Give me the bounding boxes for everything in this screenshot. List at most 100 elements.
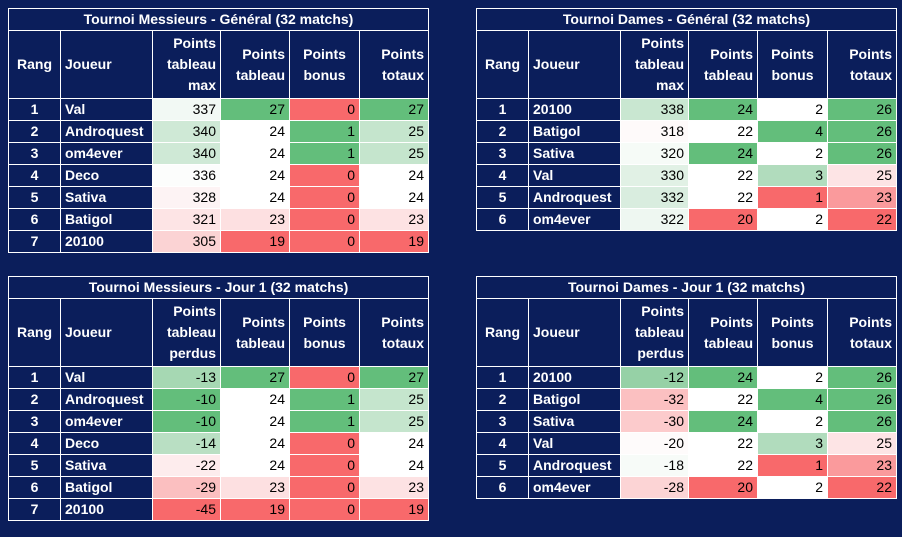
table-row: 3 om4ever 340 24 1 25 [8, 142, 429, 165]
points-bonus-cell: 0 [289, 164, 360, 187]
rank-cell: 6 [8, 208, 61, 231]
rank-cell: 7 [8, 498, 61, 521]
table-row: 1 20100 338 24 2 26 [476, 98, 897, 121]
points-bonus-cell: 1 [289, 142, 360, 165]
points-tableau-cell: 24 [688, 410, 758, 433]
points-tableau-cell: 22 [688, 388, 758, 411]
header-line: totaux [850, 334, 892, 351]
points-totaux-cell: 23 [359, 476, 429, 499]
header-points-tableau: Points tableau [688, 30, 758, 99]
header-line: Points [242, 313, 285, 330]
rank-cell: 5 [476, 186, 529, 209]
player-cell: Sativa [60, 454, 153, 477]
rank-cell: 1 [8, 98, 61, 121]
header-line: max [655, 77, 684, 93]
rank-cell: 3 [476, 142, 529, 165]
points-a-cell: -28 [620, 476, 689, 499]
header-line: perdus [637, 345, 684, 361]
table-row: 7 20100 305 19 0 19 [8, 230, 429, 253]
points-totaux-cell: 25 [359, 388, 429, 411]
table-title-row: Tournoi Dames - Jour 1 (32 matchs) [476, 276, 897, 299]
rank-cell: 5 [476, 454, 529, 477]
player-cell: Androquest [528, 454, 621, 477]
points-tableau-cell: 20 [688, 208, 758, 231]
points-bonus-cell: 1 [289, 388, 360, 411]
player-cell: om4ever [60, 142, 153, 165]
header-line: Points [173, 35, 216, 51]
table-row: 4 Deco -14 24 0 24 [8, 432, 429, 455]
points-bonus-cell: 0 [289, 366, 360, 389]
header-line: tableau [166, 324, 216, 340]
points-totaux-cell: 19 [359, 498, 429, 521]
player-cell: Val [528, 164, 621, 187]
points-a-cell: 336 [152, 164, 221, 187]
points-tableau-cell: 20 [688, 476, 758, 499]
rank-cell: 2 [8, 388, 61, 411]
header-line: perdus [169, 345, 216, 361]
header-points-bonus: Points bonus [757, 30, 828, 99]
points-totaux-cell: 24 [359, 454, 429, 477]
points-totaux-cell: 19 [359, 230, 429, 253]
header-row: Rang Joueur Points tableau perdus Points table… [8, 298, 429, 367]
table-row: 7 20100 -45 19 0 19 [8, 498, 429, 521]
header-line: bonus [771, 66, 814, 83]
header-rang: Rang [8, 30, 61, 99]
table-row: 1 Val 337 27 0 27 [8, 98, 429, 121]
points-bonus-cell: 2 [757, 98, 828, 121]
rank-cell: 3 [8, 142, 61, 165]
table-row: 3 om4ever -10 24 1 25 [8, 410, 429, 433]
table-row: 3 Sativa -30 24 2 26 [476, 410, 897, 433]
header-line: Points [641, 35, 684, 51]
header-line: totaux [382, 66, 424, 83]
table-row: 5 Sativa -22 24 0 24 [8, 454, 429, 477]
points-tableau-cell: 22 [688, 164, 758, 187]
points-tableau-cell: 27 [220, 98, 290, 121]
rank-cell: 4 [476, 432, 529, 455]
points-a-cell: -45 [152, 498, 221, 521]
header-line: bonus [771, 334, 814, 351]
points-a-cell: -20 [620, 432, 689, 455]
header-points-bonus: Points bonus [289, 298, 360, 367]
header-line: Points [710, 45, 753, 62]
header-rang: Rang [8, 298, 61, 367]
table-title: Tournoi Messieurs - Jour 1 (32 matchs) [8, 276, 429, 299]
header-points-totaux: Points totaux [827, 30, 897, 99]
points-bonus-cell: 4 [757, 388, 828, 411]
points-totaux-cell: 23 [359, 208, 429, 231]
points-a-cell: -32 [620, 388, 689, 411]
points-bonus-cell: 2 [757, 476, 828, 499]
points-bonus-cell: 0 [289, 498, 360, 521]
points-tableau-cell: 19 [220, 498, 290, 521]
score-table: Tournoi Dames - Jour 1 (32 matchs) Rang Jo… [476, 276, 897, 499]
player-cell: Androquest [60, 388, 153, 411]
header-line: Points [381, 45, 424, 62]
points-bonus-cell: 2 [757, 410, 828, 433]
table-row: 4 Deco 336 24 0 24 [8, 164, 429, 187]
points-a-cell: -30 [620, 410, 689, 433]
header-points-a: Points tableau perdus [620, 298, 689, 367]
points-a-cell: -13 [152, 366, 221, 389]
points-totaux-cell: 25 [827, 164, 897, 187]
header-line: Points [303, 45, 346, 62]
header-points-bonus: Points bonus [757, 298, 828, 367]
header-line: tableau [634, 56, 684, 72]
player-cell: om4ever [528, 208, 621, 231]
table-title: Tournoi Dames - Jour 1 (32 matchs) [476, 276, 897, 299]
points-bonus-cell: 3 [757, 164, 828, 187]
player-cell: Batigol [528, 120, 621, 143]
points-bonus-cell: 4 [757, 120, 828, 143]
score-table: Tournoi Messieurs - Général (32 matchs) R… [8, 8, 429, 253]
header-points-totaux: Points totaux [827, 298, 897, 367]
points-bonus-cell: 0 [289, 476, 360, 499]
player-cell: 20100 [528, 98, 621, 121]
header-line: Points [771, 313, 814, 330]
header-line: Points [849, 313, 892, 330]
header-rang: Rang [476, 30, 529, 99]
table-title-row: Tournoi Messieurs - Général (32 matchs) [8, 8, 429, 31]
header-joueur: Joueur [60, 30, 153, 99]
points-bonus-cell: 0 [289, 230, 360, 253]
points-bonus-cell: 2 [757, 142, 828, 165]
header-line: tableau [235, 66, 285, 83]
table-title-row: Tournoi Messieurs - Jour 1 (32 matchs) [8, 276, 429, 299]
score-table: Tournoi Messieurs - Jour 1 (32 matchs) Ra… [8, 276, 429, 521]
